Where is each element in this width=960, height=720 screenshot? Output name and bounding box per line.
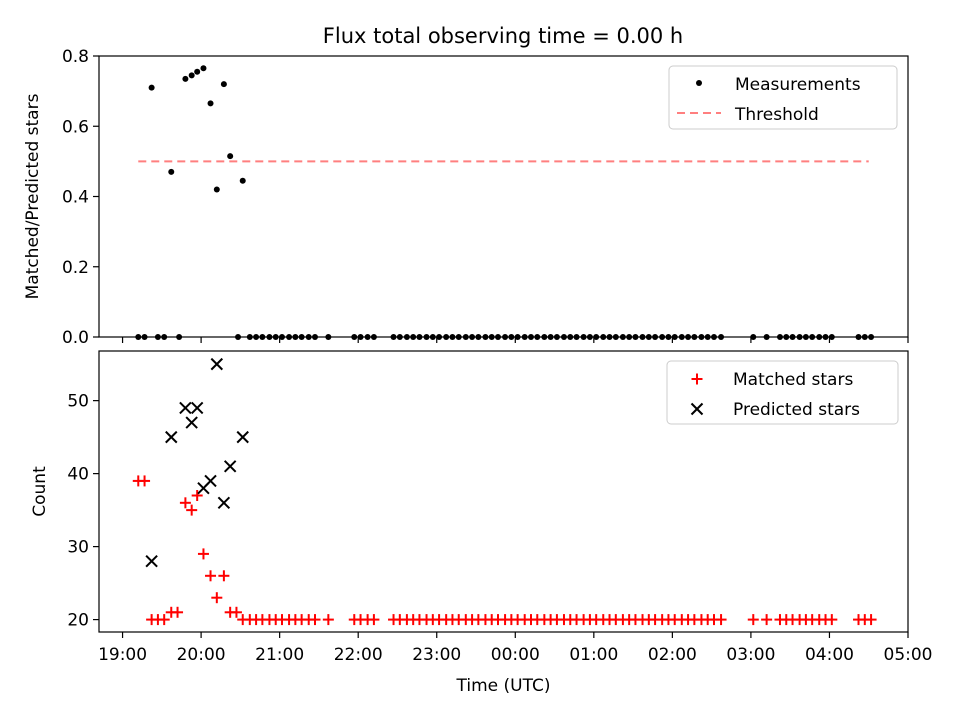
matched-stars-point xyxy=(747,614,759,626)
x-b xyxy=(236,430,249,444)
predicted-stars-point xyxy=(204,474,217,488)
x-tick-label: 04:00 xyxy=(805,645,854,665)
top-panel-ratio: 0.0 0.2 0.4 0.6 0.8 Matched/Predicted stars Me… xyxy=(23,47,909,348)
measurement-point xyxy=(182,75,189,82)
measurement-point xyxy=(168,168,175,175)
measurement-point xyxy=(227,153,234,160)
matched-stars-point xyxy=(218,570,230,582)
x-tick-label: 22:00 xyxy=(334,645,383,665)
predicted-stars-point xyxy=(236,430,249,444)
x-b xyxy=(185,416,198,429)
x-tick-label: 19:00 xyxy=(98,645,147,665)
measurement-point xyxy=(220,81,227,88)
legend-label: Threshold xyxy=(734,105,819,125)
x-tick-label: 20:00 xyxy=(177,645,226,665)
chart-title: Flux total observing time = 0.00 h xyxy=(323,24,683,48)
x-tick-label: 05:00 xyxy=(884,645,933,665)
x-tick-label: 23:00 xyxy=(412,645,461,665)
legend-marker-measurements xyxy=(696,80,702,86)
legend-marker-matched xyxy=(691,373,703,385)
x-tick-label: 21:00 xyxy=(255,645,304,665)
predicted-stars-point xyxy=(223,460,237,473)
measurement-point xyxy=(200,65,207,72)
matched-stars-point xyxy=(139,475,151,487)
y-tick-label: 30 xyxy=(67,538,89,558)
measurement-point xyxy=(188,72,195,79)
x-b xyxy=(165,430,178,444)
matched-stars-point xyxy=(197,548,209,560)
x-b xyxy=(210,357,224,371)
legend-marker-predicted xyxy=(690,402,704,416)
legend-label: Measurements xyxy=(735,75,861,95)
x-b xyxy=(204,474,217,488)
legend-box xyxy=(666,360,899,425)
matched-stars-point xyxy=(191,490,203,502)
measurement-point xyxy=(239,177,246,184)
x-tick-label: 03:00 xyxy=(726,645,775,665)
y-tick-label: 0.2 xyxy=(62,258,89,278)
axes-frame xyxy=(98,55,909,338)
predicted-stars-point xyxy=(217,496,231,510)
matched-stars-point xyxy=(368,614,380,626)
matched-stars-point xyxy=(179,497,191,509)
legend-box xyxy=(668,65,898,130)
x-tick-label: 02:00 xyxy=(648,645,697,665)
matched-stars-point xyxy=(322,614,334,626)
legend-label: Predicted stars xyxy=(733,400,860,420)
x-b xyxy=(690,402,704,416)
y-tick-label: 0.6 xyxy=(62,117,89,137)
matched-stars-point xyxy=(158,614,170,626)
bottom-panel-count: 20 30 40 50 19:00 20:00 21:00 22:00 23:00 00:00 01… xyxy=(30,350,933,696)
y-tick-label: 0.8 xyxy=(62,47,89,67)
matched-stars-point xyxy=(211,592,223,604)
legend-label: Matched stars xyxy=(733,370,853,390)
measurement-point xyxy=(194,68,201,75)
x-b xyxy=(145,554,158,568)
predicted-stars-point xyxy=(179,401,192,415)
measurement-point xyxy=(148,84,155,91)
matched-stars-point xyxy=(205,570,217,582)
x-b xyxy=(190,401,204,415)
y-tick-label: 0.4 xyxy=(62,188,89,208)
x-b xyxy=(217,496,231,510)
predicted-stars-point xyxy=(210,357,224,371)
matched-stars-point xyxy=(865,614,877,626)
matched-stars-point xyxy=(761,614,773,626)
matched-stars-point xyxy=(172,606,184,618)
y-tick-label: 20 xyxy=(67,611,89,631)
x-b xyxy=(223,460,237,473)
matched-stars-point xyxy=(186,504,198,516)
measurement-point xyxy=(213,186,220,193)
y-tick-label: 50 xyxy=(67,392,89,412)
matched-stars-point xyxy=(230,606,242,618)
measurement-point xyxy=(207,100,214,107)
matched-stars-point xyxy=(309,614,321,626)
matched-stars-point xyxy=(715,614,727,626)
y-tick-label: 40 xyxy=(67,465,89,485)
y-tick-label: 0.0 xyxy=(62,328,89,348)
y-axis-label: Count xyxy=(30,466,50,517)
x-tick-label: 01:00 xyxy=(569,645,618,665)
predicted-stars-point xyxy=(190,401,204,415)
predicted-stars-point xyxy=(165,430,178,444)
matched-stars-point xyxy=(826,614,838,626)
x-axis-label: Time (UTC) xyxy=(456,676,551,696)
predicted-stars-point xyxy=(185,416,198,429)
x-tick-label: 00:00 xyxy=(491,645,540,665)
y-axis-label: Matched/Predicted stars xyxy=(23,93,43,299)
predicted-stars-point xyxy=(145,554,158,568)
x-b xyxy=(179,401,192,415)
axes-frame xyxy=(98,350,909,633)
